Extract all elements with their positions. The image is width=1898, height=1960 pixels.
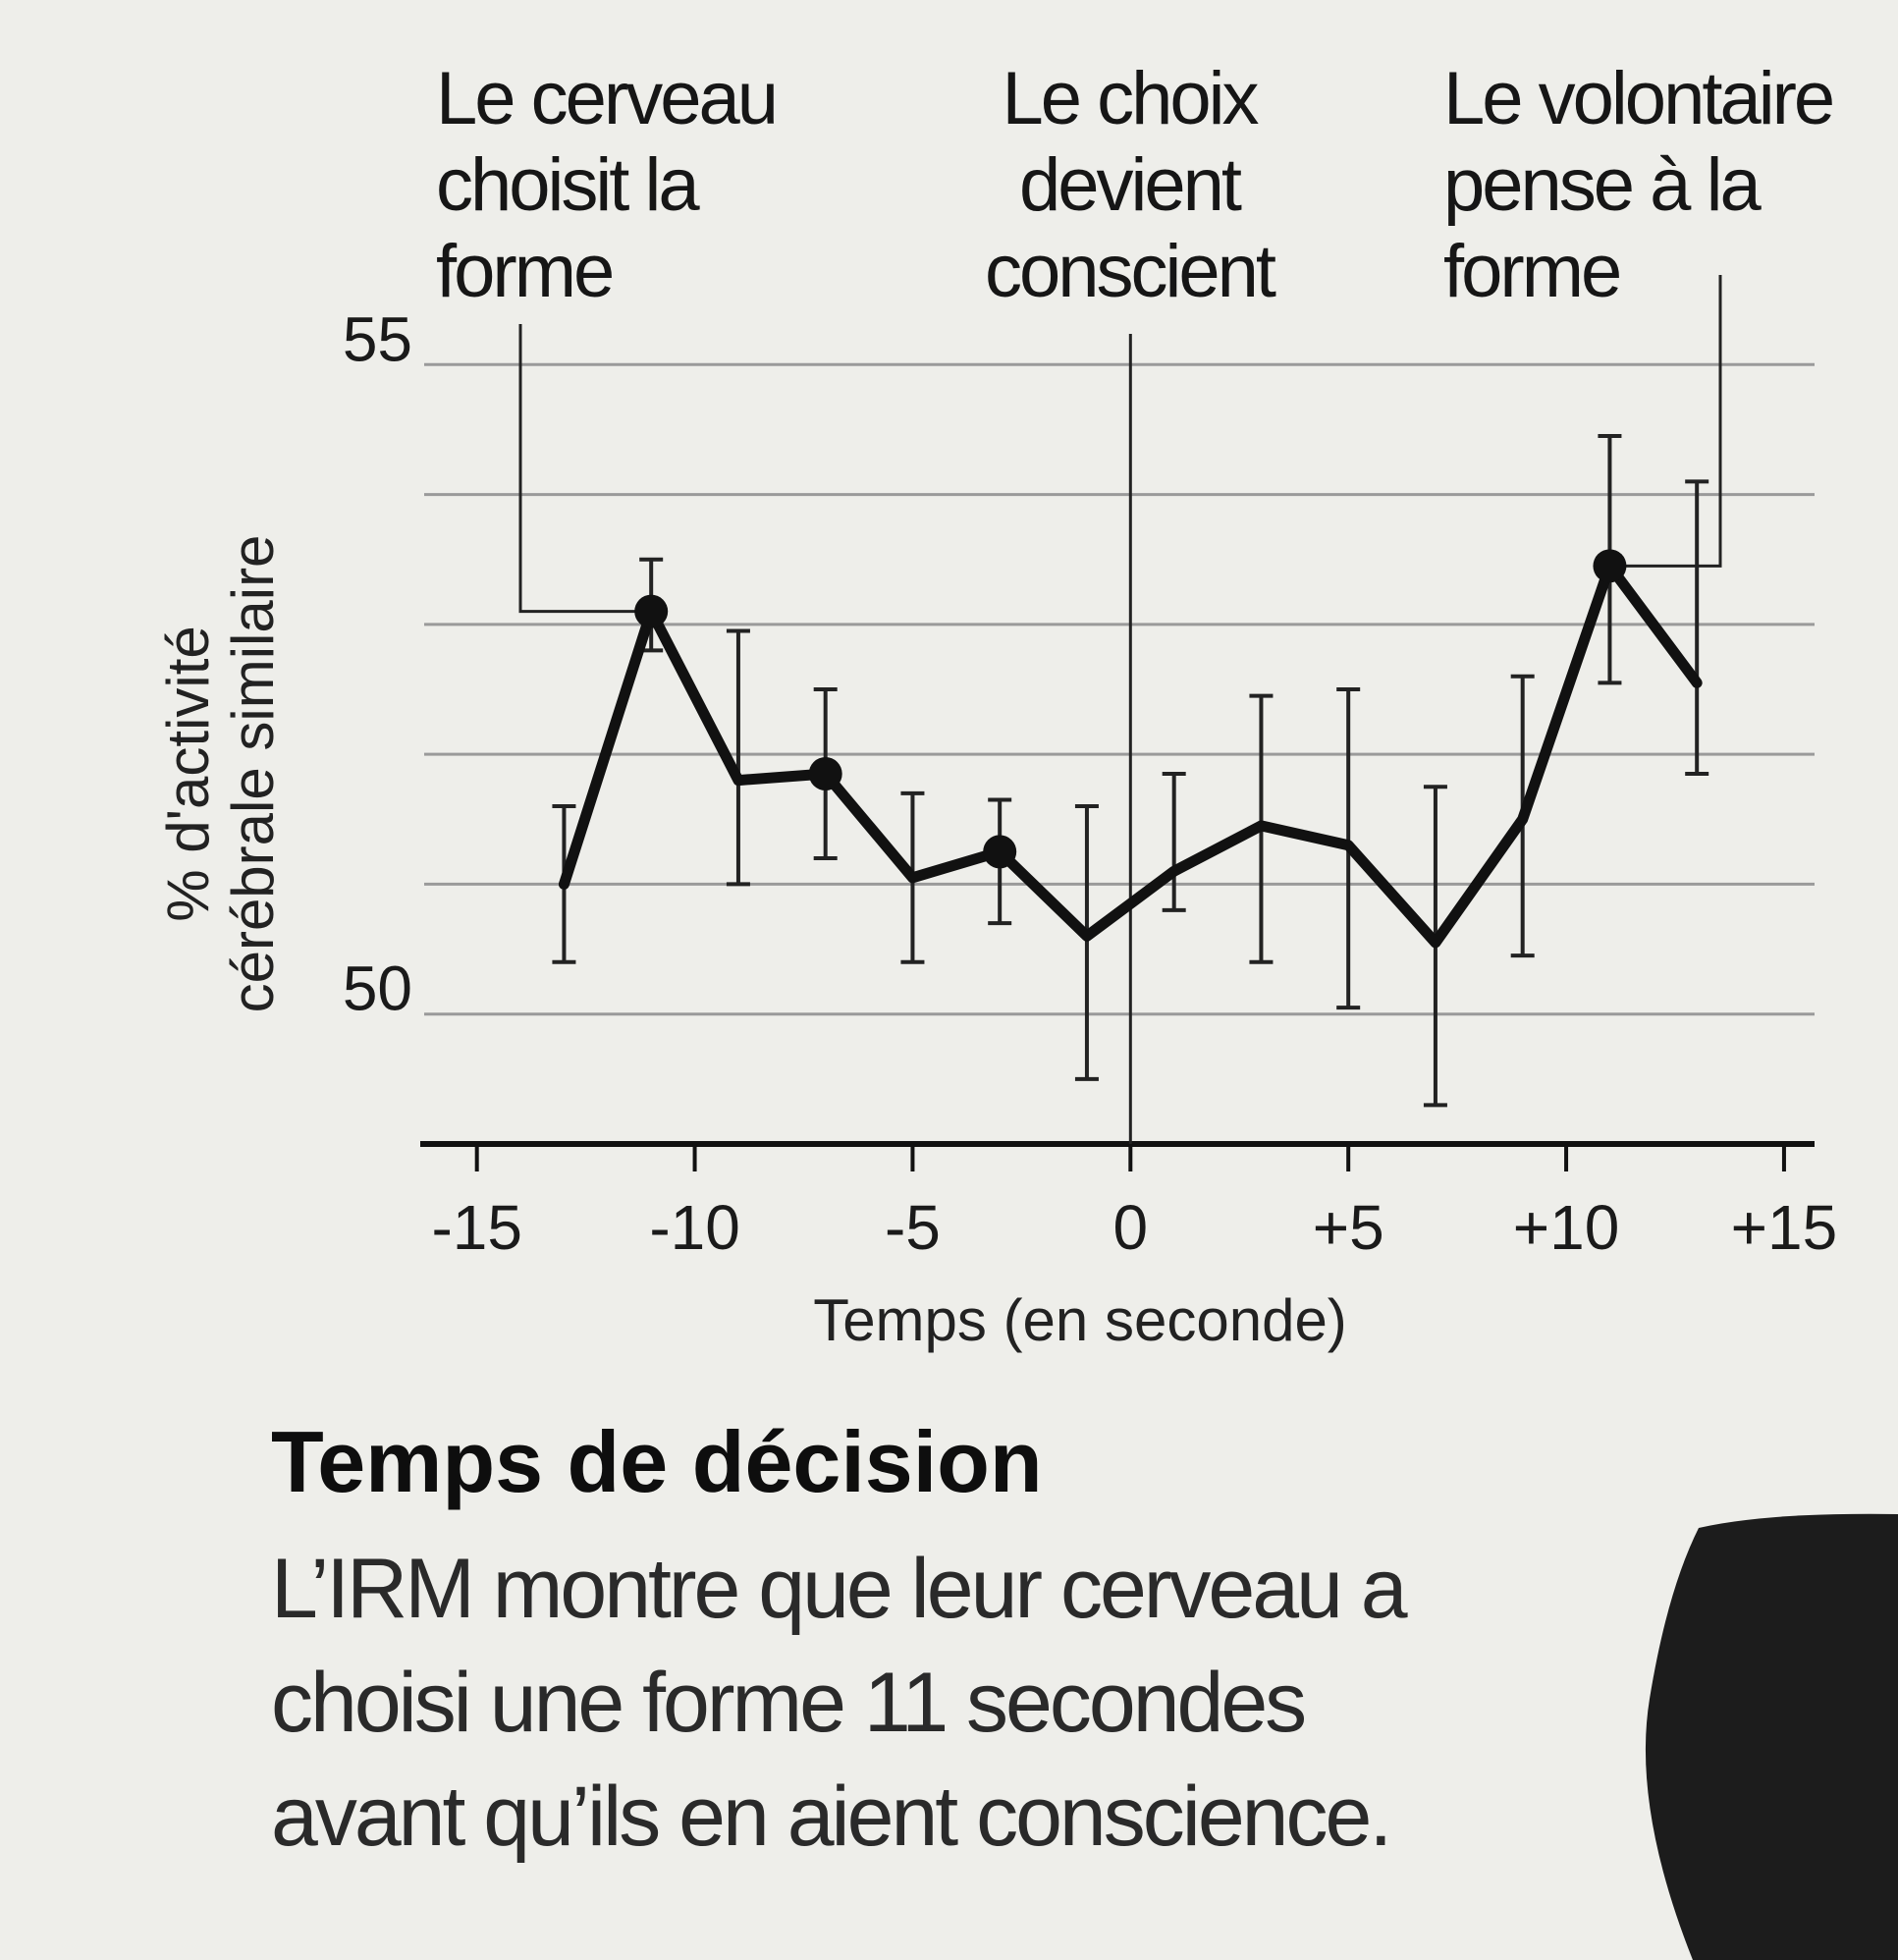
x-tick-label: 0 [1113,1192,1149,1263]
annotation-line: forme [1443,230,1619,313]
annotation-line: Le volontaire [1443,57,1832,140]
series-line [558,560,1703,949]
caption-title: Temps de décision [271,1413,1043,1510]
x-tick-label: +5 [1313,1192,1384,1263]
chart: 55 50 -15 -10 -5 0 +5 +10 +15 Temps (en seconde)%… [155,57,1837,1353]
annotation-label: Le volontaire pense à la forme [1443,57,1832,313]
annotation-label: Le cerveau choisit la forme [436,57,776,313]
y-axis-title-line: % d'activité [155,626,221,922]
x-tick-label: -15 [431,1192,522,1263]
dark-blob-shape [1645,1513,1898,1960]
annotation-line: pense à la [1443,143,1762,227]
data-series [558,549,1703,949]
x-tick-label: -10 [649,1192,740,1263]
annotation-line: choisit la [436,143,700,227]
caption-line-2: choisi une forme 11 secondes [271,1656,1307,1750]
annotation-line: forme [436,230,612,313]
data-point [1593,549,1627,583]
leader-line [518,324,652,614]
caption-line-1: L’IRM montre que leur cerveau a [271,1542,1408,1636]
corner-decoration [1645,1513,1898,1960]
x-axis-title: Temps (en seconde) [813,1287,1347,1353]
y-axis-title-line: cérébrale similaire [220,535,286,1013]
annotation-line: Le choix [1002,57,1259,140]
x-tick-label: +15 [1731,1192,1838,1263]
annotation-line: Le cerveau [436,57,776,140]
data-point [808,756,842,790]
labels: 55 50 -15 -10 -5 0 +5 +10 +15 Temps (en seconde)%… [155,57,1837,1353]
annotation-line: conscient [985,230,1276,313]
y-axis-title: % d'activitécérébrale similaire [155,535,286,1013]
y-tick-label: 50 [343,953,412,1024]
x-axis [420,1141,1815,1171]
caption-body: L’IRM montre que leur cerveau a choisi u… [271,1532,1626,1874]
y-tick-label: 55 [343,303,412,374]
leader-line [1609,275,1722,568]
caption-line-3: avant qu’ils en aient conscience. [271,1769,1392,1864]
annotation-label: Le choix devient conscient [985,57,1276,313]
x-tick-label: +10 [1513,1192,1620,1263]
annotation-leaders [518,275,1722,1144]
data-point [634,594,669,628]
data-point [983,835,1017,869]
annotation-line: devient [1019,143,1242,227]
x-tick-label: -5 [885,1192,941,1263]
